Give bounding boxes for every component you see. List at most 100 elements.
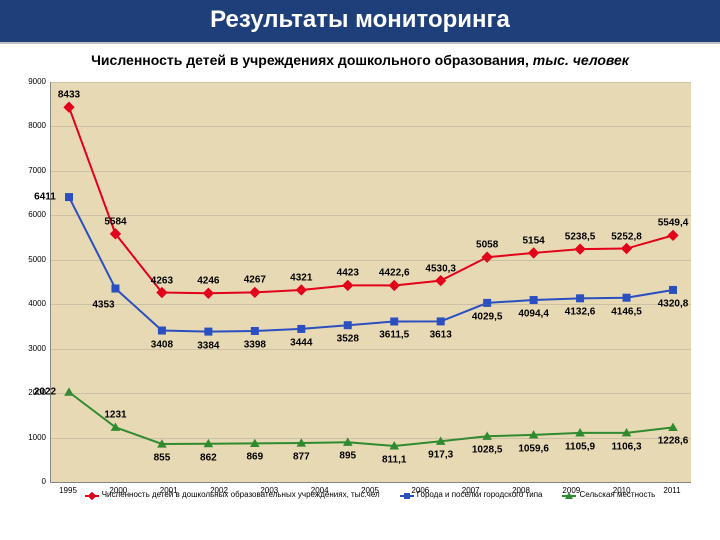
gridline bbox=[51, 260, 691, 261]
data-label: 4094,4 bbox=[518, 309, 549, 320]
y-tick-label: 9000 bbox=[16, 77, 46, 86]
data-label: 3444 bbox=[290, 337, 312, 348]
data-label: 1231 bbox=[104, 410, 126, 421]
data-label: 917,3 bbox=[428, 450, 453, 461]
gridline bbox=[51, 215, 691, 216]
data-label: 4146,5 bbox=[611, 306, 642, 317]
legend-swatch bbox=[400, 491, 414, 499]
data-label: 4267 bbox=[244, 275, 266, 286]
gridline bbox=[51, 438, 691, 439]
y-tick-label: 1000 bbox=[16, 433, 46, 442]
square-marker bbox=[576, 294, 584, 302]
diamond-marker bbox=[389, 280, 400, 291]
legend-item: Города и поселки городского типа bbox=[400, 490, 543, 499]
y-tick-label: 2000 bbox=[16, 388, 46, 397]
diamond-marker bbox=[249, 287, 260, 298]
diamond-marker bbox=[574, 244, 585, 255]
page-title: Результаты мониторинга bbox=[210, 6, 510, 33]
data-label: 3611,5 bbox=[379, 330, 409, 341]
chart-subtitle: Численность детей в учреждениях дошкольн… bbox=[0, 44, 720, 72]
diamond-marker bbox=[63, 102, 74, 113]
data-label: 4422,6 bbox=[379, 268, 410, 279]
y-tick-label: 7000 bbox=[16, 166, 46, 175]
gridline bbox=[51, 349, 691, 350]
data-label: 5549,4 bbox=[658, 218, 689, 229]
data-label: 4353 bbox=[92, 299, 114, 310]
square-marker bbox=[390, 317, 398, 325]
chart-legend: Численность детей в дошкольных образоват… bbox=[50, 490, 690, 499]
legend-item: Сельская местность bbox=[562, 490, 655, 499]
y-tick-label: 0 bbox=[16, 477, 46, 486]
data-label: 3528 bbox=[337, 334, 359, 345]
chart-lines-svg bbox=[51, 82, 691, 482]
series-line bbox=[69, 107, 673, 293]
data-label: 1228,6 bbox=[658, 436, 689, 447]
data-label: 3398 bbox=[244, 339, 266, 350]
data-label: 3408 bbox=[151, 339, 173, 350]
data-label: 8433 bbox=[58, 90, 80, 101]
data-label: 5252,8 bbox=[611, 231, 642, 242]
data-label: 4321 bbox=[290, 272, 312, 283]
data-label: 5584 bbox=[104, 216, 126, 227]
data-label: 4320,8 bbox=[658, 298, 689, 309]
square-marker bbox=[297, 325, 305, 333]
data-label: 877 bbox=[293, 452, 310, 463]
gridline bbox=[51, 304, 691, 305]
gridline bbox=[51, 171, 691, 172]
square-marker bbox=[530, 296, 538, 304]
square-marker bbox=[669, 286, 677, 294]
data-label: 862 bbox=[200, 452, 217, 463]
y-tick-label: 5000 bbox=[16, 255, 46, 264]
plot-area: 8433 5584 4263 4246 4267 4321 4423 4422,6 4530,3… bbox=[50, 82, 691, 483]
square-marker bbox=[204, 328, 212, 336]
diamond-marker bbox=[435, 275, 446, 286]
square-marker bbox=[344, 321, 352, 329]
diamond-marker bbox=[203, 288, 214, 299]
data-label: 5238,5 bbox=[565, 232, 596, 243]
triangle-marker bbox=[64, 387, 74, 395]
square-marker bbox=[65, 193, 73, 201]
data-label: 3613 bbox=[430, 330, 452, 341]
gridline bbox=[51, 482, 691, 483]
diamond-marker bbox=[528, 247, 539, 258]
data-label: 811,1 bbox=[382, 454, 406, 465]
legend-label: Численность детей в дошкольных образоват… bbox=[102, 490, 380, 499]
data-label: 1105,9 bbox=[565, 441, 595, 452]
square-marker bbox=[158, 327, 166, 335]
subtitle-italic: тыс. человек bbox=[533, 52, 629, 68]
data-label: 895 bbox=[339, 451, 356, 462]
gridline bbox=[51, 82, 691, 83]
data-label: 1028,5 bbox=[472, 445, 503, 456]
page-header: Результаты мониторинга bbox=[0, 0, 720, 44]
legend-swatch bbox=[562, 491, 576, 499]
data-label: 4530,3 bbox=[425, 263, 456, 274]
y-tick-label: 4000 bbox=[16, 299, 46, 308]
data-label: 1106,3 bbox=[612, 441, 642, 452]
square-marker bbox=[111, 285, 119, 293]
data-label: 4423 bbox=[337, 268, 359, 279]
diamond-marker bbox=[621, 243, 632, 254]
square-marker bbox=[437, 317, 445, 325]
data-label: 855 bbox=[154, 453, 171, 464]
data-label: 4263 bbox=[151, 275, 173, 286]
diamond-marker bbox=[667, 230, 678, 241]
square-marker bbox=[251, 327, 259, 335]
data-label: 869 bbox=[247, 452, 264, 463]
data-label: 6411 bbox=[34, 192, 56, 203]
square-marker bbox=[483, 299, 491, 307]
legend-label: Сельская местность bbox=[579, 490, 655, 499]
legend-swatch bbox=[85, 491, 99, 499]
data-label: 4246 bbox=[197, 276, 219, 287]
y-tick-label: 3000 bbox=[16, 344, 46, 353]
diamond-marker bbox=[342, 280, 353, 291]
chart-container: 8433 5584 4263 4246 4267 4321 4423 4422,6 4530,3… bbox=[10, 72, 710, 512]
legend-item: Численность детей в дошкольных образоват… bbox=[85, 490, 380, 499]
data-label: 3384 bbox=[197, 340, 219, 351]
data-label: 4029,5 bbox=[472, 311, 503, 322]
subtitle-text: Численность детей в учреждениях дошкольн… bbox=[91, 52, 533, 68]
data-label: 1059,6 bbox=[518, 443, 549, 454]
legend-label: Города и поселки городского типа bbox=[417, 490, 543, 499]
gridline bbox=[51, 126, 691, 127]
diamond-marker bbox=[296, 284, 307, 295]
data-label: 5154 bbox=[522, 235, 544, 246]
